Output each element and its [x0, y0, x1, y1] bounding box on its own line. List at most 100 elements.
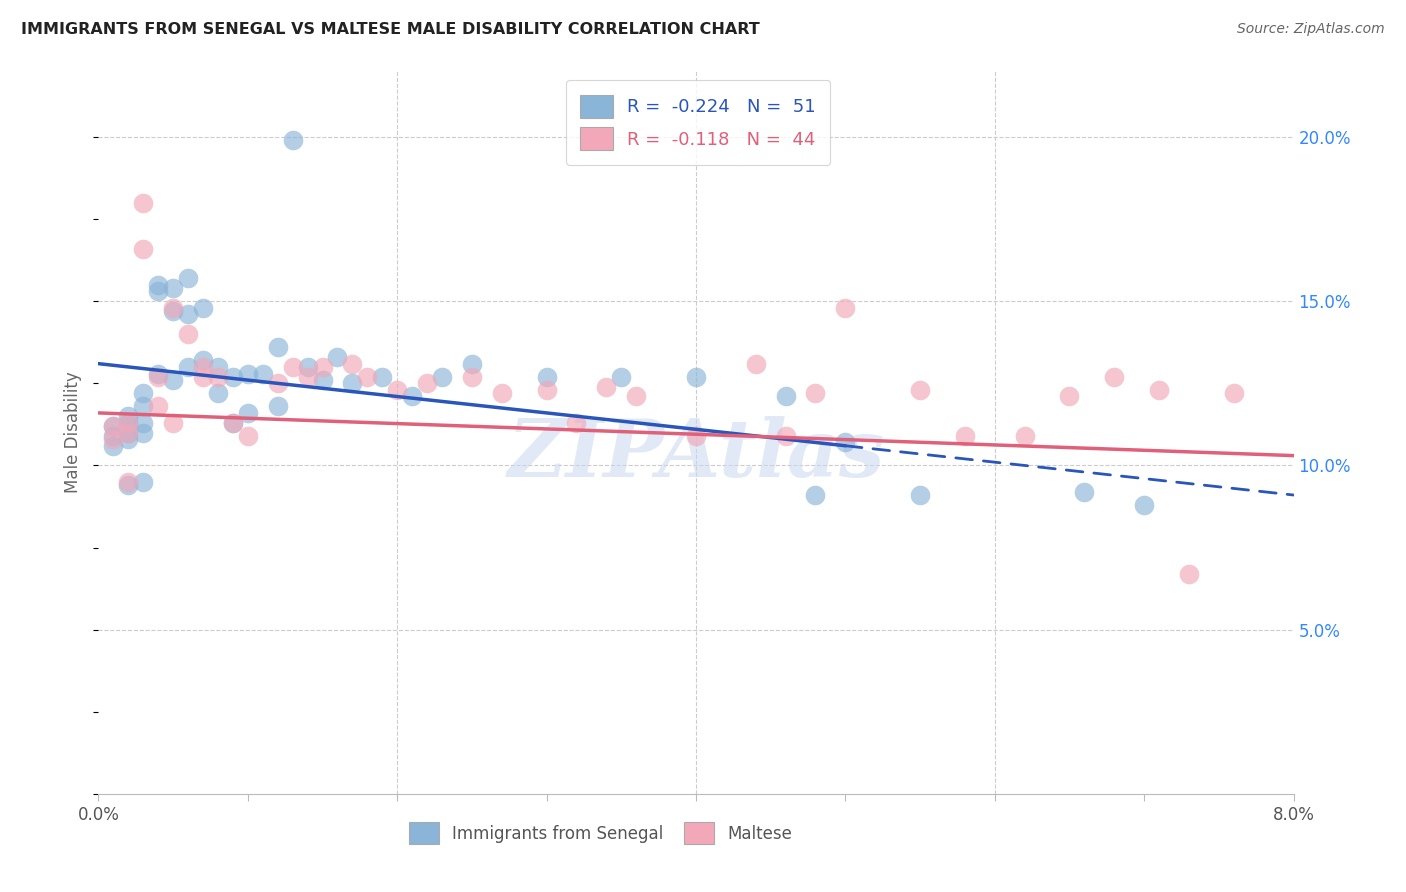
- Point: [103, 419, 125, 434]
- Point: [834, 435, 856, 450]
- Point: [222, 416, 245, 430]
- Point: [103, 429, 125, 443]
- Point: [132, 475, 155, 489]
- Point: [267, 400, 290, 414]
- Point: [685, 369, 707, 384]
- Point: [908, 383, 931, 397]
- Point: [267, 376, 290, 391]
- Point: [191, 301, 214, 315]
- Point: [148, 400, 170, 414]
- Point: [117, 409, 139, 424]
- Point: [207, 386, 229, 401]
- Point: [908, 488, 931, 502]
- Point: [103, 432, 125, 446]
- Point: [236, 429, 259, 443]
- Text: Source: ZipAtlas.com: Source: ZipAtlas.com: [1237, 22, 1385, 37]
- Point: [536, 369, 558, 384]
- Point: [162, 304, 184, 318]
- Point: [385, 383, 409, 397]
- Point: [236, 406, 259, 420]
- Point: [148, 277, 170, 292]
- Point: [1073, 484, 1095, 499]
- Y-axis label: Male Disability: Male Disability: [65, 372, 83, 493]
- Point: [117, 425, 139, 440]
- Point: [148, 285, 170, 299]
- Point: [536, 383, 558, 397]
- Point: [117, 416, 139, 430]
- Point: [461, 357, 484, 371]
- Point: [148, 367, 170, 381]
- Point: [610, 369, 633, 384]
- Point: [416, 376, 439, 391]
- Text: IMMIGRANTS FROM SENEGAL VS MALTESE MALE DISABILITY CORRELATION CHART: IMMIGRANTS FROM SENEGAL VS MALTESE MALE …: [21, 22, 759, 37]
- Point: [117, 475, 139, 489]
- Point: [491, 386, 513, 401]
- Point: [281, 133, 304, 147]
- Point: [1104, 369, 1126, 384]
- Point: [162, 373, 184, 387]
- Point: [132, 400, 155, 414]
- Point: [1147, 383, 1170, 397]
- Point: [177, 271, 200, 285]
- Point: [191, 353, 214, 368]
- Point: [132, 242, 155, 256]
- Point: [775, 429, 797, 443]
- Point: [281, 359, 304, 374]
- Point: [461, 369, 484, 384]
- Point: [103, 439, 125, 453]
- Point: [326, 350, 349, 364]
- Point: [117, 478, 139, 492]
- Point: [1059, 389, 1081, 403]
- Point: [177, 307, 200, 321]
- Point: [745, 357, 768, 371]
- Point: [595, 379, 617, 393]
- Point: [162, 416, 184, 430]
- Point: [207, 359, 229, 374]
- Point: [1178, 566, 1201, 581]
- Point: [162, 301, 184, 315]
- Point: [1223, 386, 1246, 401]
- Point: [222, 416, 245, 430]
- Point: [222, 369, 245, 384]
- Point: [267, 340, 290, 354]
- Point: [252, 367, 274, 381]
- Legend: Immigrants from Senegal, Maltese: Immigrants from Senegal, Maltese: [402, 816, 799, 851]
- Point: [191, 369, 214, 384]
- Point: [565, 416, 588, 430]
- Point: [132, 386, 155, 401]
- Point: [177, 327, 200, 342]
- Text: ZIPAtlas: ZIPAtlas: [508, 416, 884, 493]
- Point: [804, 488, 827, 502]
- Point: [297, 369, 319, 384]
- Point: [132, 425, 155, 440]
- Point: [430, 369, 453, 384]
- Point: [834, 301, 856, 315]
- Point: [342, 376, 364, 391]
- Point: [162, 281, 184, 295]
- Point: [342, 357, 364, 371]
- Point: [148, 369, 170, 384]
- Point: [191, 359, 214, 374]
- Point: [356, 369, 378, 384]
- Point: [804, 386, 827, 401]
- Point: [117, 425, 139, 440]
- Point: [626, 389, 648, 403]
- Point: [207, 369, 229, 384]
- Point: [177, 359, 200, 374]
- Point: [953, 429, 976, 443]
- Point: [103, 419, 125, 434]
- Point: [775, 389, 797, 403]
- Point: [1133, 498, 1156, 512]
- Point: [132, 195, 155, 210]
- Point: [311, 373, 333, 387]
- Point: [117, 416, 139, 430]
- Point: [236, 367, 259, 381]
- Point: [297, 359, 319, 374]
- Point: [371, 369, 394, 384]
- Point: [311, 359, 333, 374]
- Point: [685, 429, 707, 443]
- Point: [1014, 429, 1036, 443]
- Point: [401, 389, 423, 403]
- Point: [117, 432, 139, 446]
- Point: [132, 416, 155, 430]
